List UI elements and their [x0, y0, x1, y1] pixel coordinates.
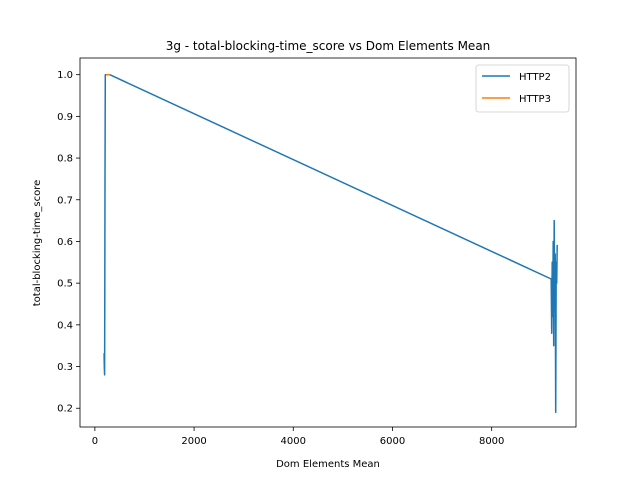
legend: HTTP2 HTTP3 — [475, 64, 570, 113]
y-tick-label: 0.7 — [57, 195, 73, 206]
y-tick-label: 0.2 — [57, 404, 73, 415]
y-tick-label: 0.8 — [57, 154, 73, 165]
x-tick-label: 4000 — [281, 436, 306, 447]
plot-area — [103, 73, 558, 414]
x-tick-label: 0 — [92, 436, 98, 447]
x-axis-ticks: 0 2000 4000 6000 8000 — [92, 427, 504, 447]
y-tick-label: 0.3 — [57, 362, 73, 373]
y-tick-label: 0.4 — [57, 320, 73, 331]
y-tick-label: 0.9 — [57, 112, 73, 123]
legend-label-http2: HTTP2 — [519, 72, 551, 83]
y-axis-ticks: 0.2 0.3 0.4 0.5 0.6 0.7 0.8 0.9 1.0 — [57, 70, 80, 415]
y-tick-label: 1.0 — [57, 70, 73, 81]
legend-label-http3: HTTP3 — [519, 94, 551, 105]
series-line-http2 — [103, 73, 558, 414]
y-axis-label: total-blocking-time_score — [32, 180, 43, 307]
chart-title: 3g - total-blocking-time_score vs Dom El… — [166, 39, 491, 53]
x-tick-label: 2000 — [181, 436, 206, 447]
plot-frame — [79, 57, 577, 428]
x-axis-label: Dom Elements Mean — [276, 459, 380, 470]
x-tick-label: 6000 — [380, 436, 405, 447]
y-tick-label: 0.5 — [57, 279, 73, 290]
x-tick-label: 8000 — [479, 436, 504, 447]
y-tick-label: 0.6 — [57, 237, 73, 248]
